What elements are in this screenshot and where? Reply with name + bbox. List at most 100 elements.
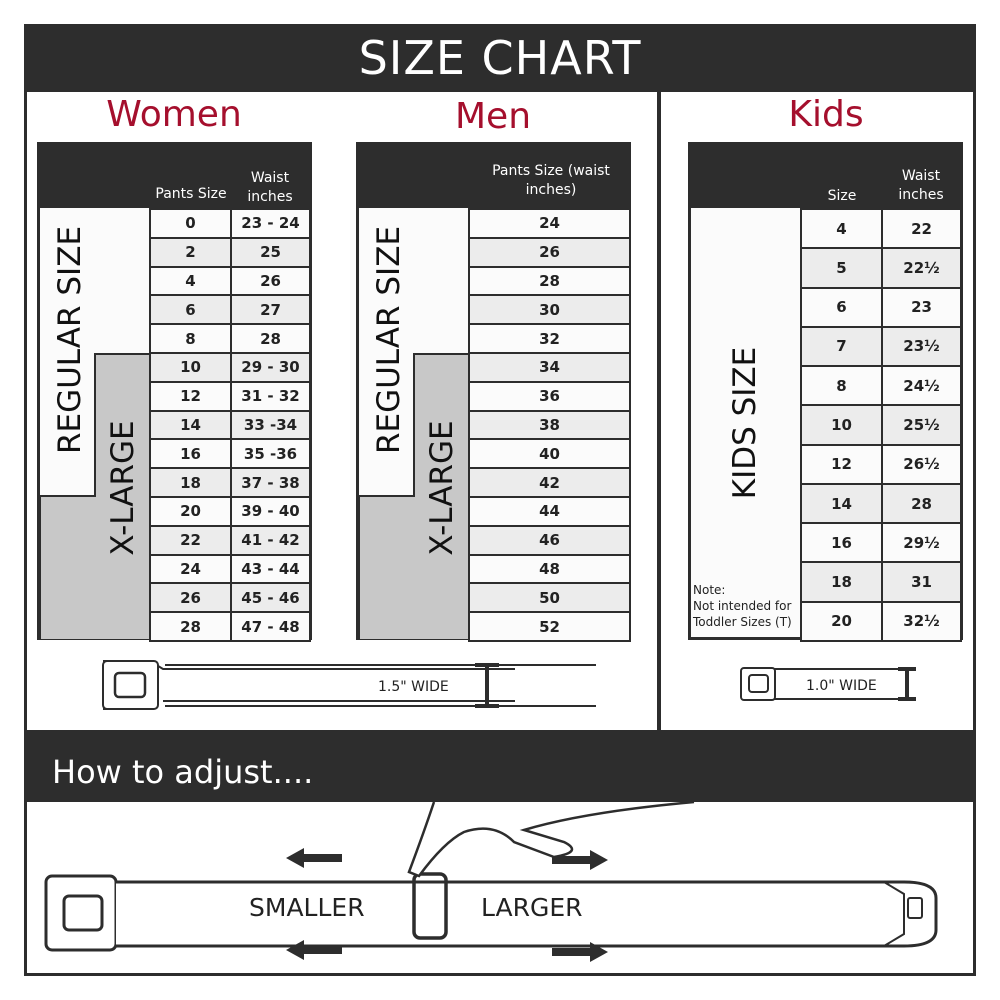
men-cell: 36 [468, 380, 631, 412]
kids-title: Kids [788, 94, 864, 135]
women-cell: 26 [230, 265, 311, 297]
kids-cell: 25½ [881, 404, 962, 446]
women-cell: 37 - 38 [230, 467, 311, 498]
women-cell: 20 [149, 496, 232, 527]
women-cell: 22 [149, 524, 232, 556]
kids-col-size: Size [801, 187, 883, 206]
women-cell: 47 - 48 [230, 611, 311, 642]
kids-cell: 8 [800, 365, 883, 407]
men-xlarge-region [359, 353, 469, 640]
kids-cell: 22½ [881, 247, 962, 289]
kids-cell: 28 [881, 482, 962, 525]
women-cell: 28 [230, 323, 311, 354]
kids-cell: 24½ [881, 365, 962, 407]
women-cell: 24 [149, 553, 232, 585]
women-cell: 12 [149, 380, 232, 412]
women-cell: 4 [149, 265, 232, 297]
women-title: Women [106, 94, 242, 135]
divider [657, 92, 661, 732]
men-cell: 46 [468, 524, 631, 556]
kids-size-label: KIDS SIZE [727, 346, 763, 500]
page-title: SIZE CHART [24, 24, 976, 92]
men-cell: 26 [468, 236, 631, 268]
kids-cell: 20 [800, 600, 883, 642]
kids-cell: 6 [800, 286, 883, 328]
men-cell: 40 [468, 438, 631, 470]
women-col-waist: Waist inches [232, 169, 308, 207]
kids-cell: 18 [800, 561, 883, 603]
women-cell: 2 [149, 236, 232, 268]
women-cell: 23 - 24 [230, 208, 311, 239]
women-cell: 25 [230, 236, 311, 268]
kids-cell: 12 [800, 443, 883, 485]
women-xlarge-region [40, 353, 150, 640]
women-cell: 10 [149, 352, 232, 383]
belt-slider-icon [412, 872, 448, 940]
kids-col-waist: Waist inches [883, 167, 959, 205]
kids-cell: 7 [800, 325, 883, 368]
adjust-title: How to adjust.... [24, 730, 976, 802]
men-title: Men [454, 96, 532, 137]
kids-cell: 23½ [881, 325, 962, 368]
men-cell: 32 [468, 323, 631, 354]
men-table: Pants Size (waist inches) REGULAR SIZE X… [356, 142, 631, 642]
women-cell: 33 -34 [230, 409, 311, 441]
women-cell: 29 - 30 [230, 352, 311, 383]
women-cell: 6 [149, 294, 232, 326]
kids-note-text: Not intended for Toddler Sizes (T) [693, 599, 792, 629]
men-cell: 50 [468, 582, 631, 614]
larger-label: LARGER [481, 893, 583, 922]
women-col-pants-size: Pants Size [150, 185, 232, 204]
kids-note-heading: Note: [693, 583, 726, 597]
women-cell: 26 [149, 582, 232, 614]
men-col-pants-size: Pants Size (waist inches) [489, 162, 613, 200]
women-cell: 41 - 42 [230, 524, 311, 556]
women-cell: 16 [149, 438, 232, 470]
men-cell: 24 [468, 208, 631, 239]
men-cell: 28 [468, 265, 631, 297]
women-cell: 35 -36 [230, 438, 311, 470]
women-belt-icon [102, 660, 515, 710]
men-cell: 52 [468, 611, 631, 642]
women-xlarge-label: X-LARGE [105, 420, 141, 556]
women-belt-strap [165, 663, 596, 708]
belt-tip-hole [907, 897, 923, 919]
women-belt-width: 1.5" WIDE [378, 679, 449, 695]
men-cell: 44 [468, 496, 631, 527]
kids-cell: 22 [881, 208, 962, 250]
women-regular-label: REGULAR SIZE [52, 225, 88, 455]
men-cell: 42 [468, 467, 631, 498]
hand-icon [407, 802, 695, 878]
arrow-icons [286, 848, 608, 962]
belt-strap [116, 880, 938, 948]
smaller-label: SMALLER [249, 893, 365, 922]
kids-cell: 32½ [881, 600, 962, 642]
men-xlarge-label: X-LARGE [424, 420, 460, 556]
women-cell: 14 [149, 409, 232, 441]
kids-cell: 23 [881, 286, 962, 328]
women-cell: 0 [149, 208, 232, 239]
men-cell: 30 [468, 294, 631, 326]
women-cell: 39 - 40 [230, 496, 311, 527]
women-cell: 45 - 46 [230, 582, 311, 614]
belt-buckle-icon [44, 874, 118, 952]
men-cell: 34 [468, 352, 631, 383]
men-cell: 48 [468, 553, 631, 585]
women-cell: 31 - 32 [230, 380, 311, 412]
women-cell: 28 [149, 611, 232, 642]
kids-cell: 4 [800, 208, 883, 250]
adjust-illustration [44, 802, 938, 962]
kids-cell: 31 [881, 561, 962, 603]
kids-belt-width: 1.0" WIDE [806, 678, 877, 694]
kids-belt-icon [740, 667, 916, 701]
kids-cell: 5 [800, 247, 883, 289]
women-cell: 27 [230, 294, 311, 326]
men-cell: 38 [468, 409, 631, 441]
women-cell: 8 [149, 323, 232, 354]
women-table: Pants Size Waist inches REGULAR SIZE X-L… [37, 142, 312, 642]
women-cell: 43 - 44 [230, 553, 311, 585]
kids-cell: 14 [800, 482, 883, 525]
kids-cell: 26½ [881, 443, 962, 485]
kids-cell: 10 [800, 404, 883, 446]
kids-table: Size Waist inches KIDS SIZE Note: Not in… [688, 142, 963, 642]
